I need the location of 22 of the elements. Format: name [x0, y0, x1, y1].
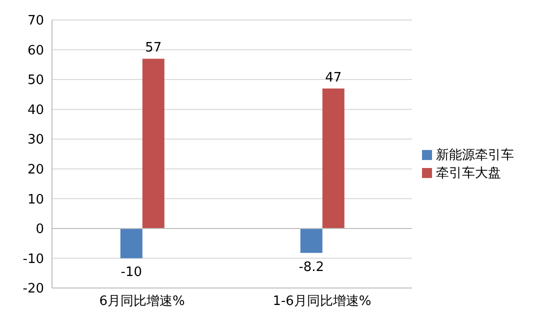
- y-tick-label: 60: [27, 43, 44, 58]
- y-tick-label: 10: [27, 192, 44, 208]
- y-tick-label: 20: [27, 162, 44, 178]
- y-tick-label: -10: [22, 252, 44, 267]
- bar: [120, 228, 142, 258]
- data-label: 57: [145, 40, 162, 56]
- y-tick-label: 30: [27, 132, 44, 148]
- y-tick-label: 50: [27, 73, 44, 88]
- bar: [322, 88, 344, 228]
- bar: [300, 228, 322, 253]
- y-tick-label: 40: [27, 102, 44, 118]
- legend-label: 新能源牵引车: [436, 148, 514, 162]
- y-tick-label: 70: [27, 14, 44, 29]
- x-tick-label: 1-6月同比增速%: [272, 294, 372, 310]
- data-label: -10: [120, 265, 142, 280]
- legend-label: 牵引车大盘: [436, 166, 501, 180]
- bar: [142, 58, 164, 228]
- data-label: 47: [325, 70, 342, 86]
- x-tick-label: 6月同比增速%: [99, 294, 185, 310]
- y-tick-label: 0: [36, 222, 44, 238]
- y-tick-label: -20: [22, 282, 44, 297]
- data-label: -8.2: [298, 260, 324, 275]
